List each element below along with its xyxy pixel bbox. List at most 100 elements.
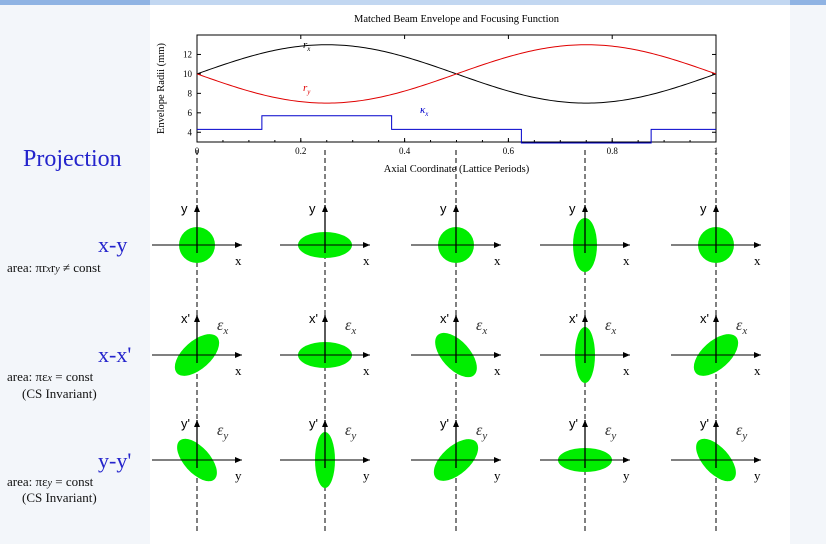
axis-arrow-head: [235, 457, 242, 463]
row-area-x-y: area: πrxry ≠ const: [7, 260, 101, 276]
vertical-axis-label: y': [309, 416, 318, 431]
emittance-label: εx: [736, 317, 747, 337]
axis-arrow-head: [713, 205, 719, 212]
phase-space-plot: x' x εx: [540, 311, 630, 383]
projection-label: Projection: [23, 146, 122, 172]
horizontal-axis-label: x: [754, 363, 761, 378]
axis-arrow-head: [235, 352, 242, 358]
axis-arrow-head: [322, 420, 328, 427]
phase-space-plot: x' x εx: [280, 311, 370, 378]
row-note-y-yprime: (CS Invariant): [22, 490, 97, 505]
vertical-axis-label: x': [309, 311, 318, 326]
vertical-axis-label: x': [440, 311, 449, 326]
horizontal-axis-label: x: [235, 363, 242, 378]
axis-arrow-head: [322, 205, 328, 212]
row-area-sub: x: [46, 264, 51, 275]
emittance-label: εy: [736, 422, 747, 442]
row-area-text: area: πε: [7, 369, 48, 384]
row-area-r: r: [50, 260, 56, 275]
axis-arrow-head: [322, 315, 328, 322]
row-area-y-yprime: area: πεy = const: [7, 474, 93, 490]
horizontal-axis-label: x: [235, 253, 242, 268]
row-area-rel: = const: [51, 474, 94, 489]
series-line-kappa_x: [197, 115, 716, 144]
axis-arrow-head: [494, 352, 501, 358]
phase-space-plot: y' y εy: [671, 416, 761, 483]
axis-arrow-head: [363, 242, 370, 248]
x-tick-label: 0.8: [607, 146, 619, 156]
axis-arrow-head: [194, 205, 200, 212]
plot-frame: [196, 34, 717, 143]
vertical-axis-label: y: [700, 201, 707, 216]
phase-space-plot: y' y εy: [411, 416, 501, 483]
axis-arrow-head: [623, 457, 630, 463]
row-area-rel: = const: [51, 369, 94, 384]
axis-arrow-head: [494, 242, 501, 248]
vertical-axis-label: y': [181, 416, 190, 431]
row-area-text: area: πr: [7, 260, 47, 275]
phase-space-plot: y' y εy: [280, 416, 370, 488]
axis-arrow-head: [194, 420, 200, 427]
row-area-rel: ≠ const: [59, 260, 101, 275]
axis-arrow-head: [363, 352, 370, 358]
axis-arrow-head: [623, 242, 630, 248]
row-area-x-xprime: area: πεx = const: [7, 369, 93, 385]
axis-arrow-head: [453, 315, 459, 322]
axis-arrow-head: [453, 205, 459, 212]
horizontal-axis-label: y: [623, 468, 630, 483]
row-title-x-y: x-y: [98, 232, 128, 257]
vertical-axis-label: y': [569, 416, 578, 431]
phase-space-plot: yx: [540, 201, 630, 272]
vertical-axis-label: x': [569, 311, 578, 326]
horizontal-axis-label: x: [754, 253, 761, 268]
series-label-r_y: ry: [303, 82, 311, 96]
horizontal-axis-label: x: [623, 363, 630, 378]
axis-arrow-head: [754, 352, 761, 358]
axis-arrow-head: [494, 457, 501, 463]
axis-arrow-head: [235, 242, 242, 248]
axis-arrow-head: [582, 420, 588, 427]
series-label-r_x: rx: [303, 39, 311, 53]
row-area-sub: y: [55, 264, 60, 275]
y-tick-label: 10: [183, 69, 193, 79]
axis-arrow-head: [754, 242, 761, 248]
slide-top-bar: [0, 0, 826, 5]
emittance-label: εy: [217, 422, 228, 442]
horizontal-axis-label: y: [494, 468, 501, 483]
horizontal-axis-label: x: [363, 253, 370, 268]
axis-arrow-head: [363, 457, 370, 463]
phase-space-plot: x' x εx: [671, 311, 761, 378]
axis-arrow-head: [623, 352, 630, 358]
phase-space-plot: x' x εx: [411, 311, 501, 378]
row-title-x-xprime: x-x': [98, 342, 132, 367]
axis-arrow-head: [713, 315, 719, 322]
emittance-label: εx: [217, 317, 228, 337]
x-tick-label: 0.4: [399, 146, 411, 156]
vertical-axis-label: y': [440, 416, 449, 431]
top-bar-right-segment: [790, 0, 826, 5]
row-area-text: area: πε: [7, 474, 48, 489]
y-tick-label: 8: [188, 88, 193, 98]
phase-space-plot: yx: [671, 201, 761, 268]
series-label-kappa_x: κx: [420, 104, 429, 118]
row-note-x-xprime: (CS Invariant): [22, 386, 97, 401]
vertical-axis-label: y: [181, 201, 188, 216]
vertical-axis-label: y: [440, 201, 447, 216]
x-tick-label: 0.6: [503, 146, 515, 156]
vertical-axis-label: x': [181, 311, 190, 326]
horizontal-axis-label: y: [235, 468, 242, 483]
vertical-axis-label: x': [700, 311, 709, 326]
horizontal-axis-label: y: [363, 468, 370, 483]
horizontal-axis-label: x: [623, 253, 630, 268]
axis-arrow-head: [754, 457, 761, 463]
top-bar-left-segment: [0, 0, 150, 5]
y-tick-label: 4: [188, 127, 193, 137]
phase-space-plot: y' y εy: [540, 416, 630, 483]
row-area-sub: y: [47, 478, 52, 489]
phase-space-plot: yx: [280, 201, 370, 268]
vertical-axis-label: y': [700, 416, 709, 431]
emittance-label: εy: [476, 422, 487, 442]
emittance-label: εx: [476, 317, 487, 337]
phase-space-plot: x' x εx: [152, 311, 242, 378]
vertical-axis-label: y: [569, 201, 576, 216]
